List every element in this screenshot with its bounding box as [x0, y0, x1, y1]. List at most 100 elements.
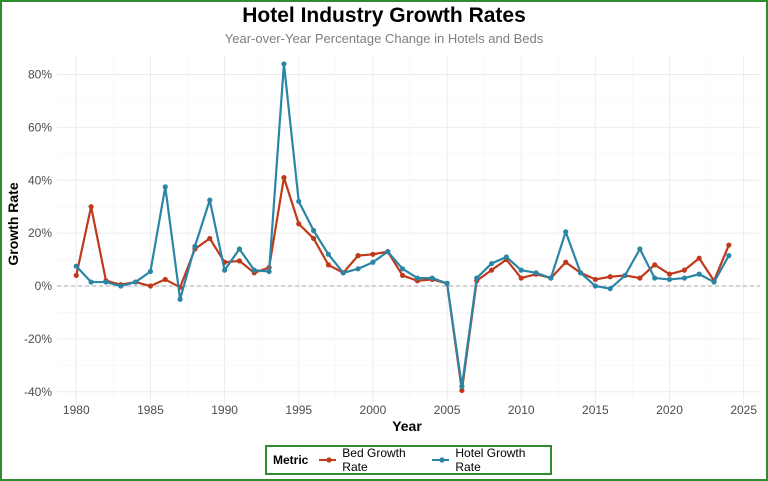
data-point-hotel — [281, 61, 287, 67]
data-point-hotel — [177, 296, 183, 302]
data-point-hotel — [696, 271, 702, 277]
data-point-hotel — [414, 275, 420, 281]
data-point-bed — [162, 276, 168, 283]
legend-key-bed — [319, 457, 337, 463]
data-point-hotel — [503, 254, 509, 260]
data-point-hotel — [533, 270, 539, 276]
data-point-hotel — [192, 243, 198, 249]
data-point-bed — [666, 271, 673, 277]
x-tick-label: 2025 — [730, 403, 757, 417]
data-point-hotel — [429, 275, 435, 281]
x-tick-label: 2010 — [508, 403, 535, 417]
data-point-hotel — [103, 279, 109, 285]
x-tick-label: 1980 — [63, 403, 90, 417]
y-tick-label: -20% — [24, 332, 52, 346]
y-tick-label: 80% — [28, 68, 52, 82]
data-point-bed — [88, 204, 94, 210]
data-point-hotel — [622, 272, 628, 279]
data-point-hotel — [251, 267, 257, 273]
data-point-hotel — [207, 197, 213, 203]
legend: Metric Bed Growth Rate Hotel Growth Rate — [265, 445, 552, 475]
y-tick-label: 20% — [28, 226, 52, 240]
x-tick-label: 2020 — [656, 403, 683, 417]
legend-label-bed: Bed Growth Rate — [342, 446, 406, 474]
data-point-bed — [459, 387, 465, 394]
data-point-hotel — [147, 268, 154, 275]
data-point-bed — [296, 221, 302, 227]
chart-subtitle: Year-over-Year Percentage Change in Hote… — [224, 31, 544, 46]
data-point-bed — [726, 242, 732, 248]
data-point-hotel — [118, 283, 124, 289]
legend-key-hotel — [432, 457, 450, 463]
data-point-bed — [518, 275, 524, 281]
x-tick-label: 1985 — [137, 403, 164, 417]
data-point-hotel — [385, 249, 391, 255]
data-point-bed — [207, 235, 213, 242]
data-point-bed — [355, 253, 361, 259]
legend-item-bed: Bed Growth Rate — [318, 446, 417, 474]
data-point-hotel — [399, 266, 406, 272]
data-point-bed — [637, 275, 643, 281]
data-point-bed — [681, 267, 687, 273]
data-point-hotel — [666, 276, 673, 283]
data-point-bed — [696, 255, 702, 261]
data-point-bed — [147, 283, 154, 289]
data-point-bed — [607, 274, 613, 280]
data-point-hotel — [652, 275, 658, 281]
x-tick-label: 2015 — [582, 403, 609, 417]
legend-title: Metric — [273, 453, 309, 467]
data-point-bed — [310, 235, 317, 242]
x-tick-label: 1990 — [211, 403, 238, 417]
data-point-bed — [399, 272, 406, 279]
data-point-hotel — [726, 253, 732, 259]
series-line-bed — [75, 176, 730, 392]
data-point-hotel — [459, 383, 465, 390]
data-point-hotel — [296, 198, 302, 205]
data-point-hotel — [133, 279, 139, 285]
data-point-hotel — [162, 184, 168, 190]
y-tick-labels: -40% -20% 0% 20% 40% 60% 80% — [24, 68, 52, 399]
data-point-bed — [281, 175, 287, 181]
data-point-hotel — [488, 260, 495, 267]
data-point-hotel — [518, 267, 524, 273]
x-tick-label: 2005 — [434, 403, 461, 417]
data-point-hotel — [548, 275, 554, 281]
data-point-hotel — [221, 267, 228, 273]
data-point-hotel — [88, 279, 94, 285]
data-point-hotel — [711, 279, 717, 285]
data-point-bed — [563, 259, 569, 265]
data-point-hotel — [563, 229, 569, 235]
legend-item-hotel: Hotel Growth Rate — [431, 446, 536, 474]
data-point-hotel — [681, 275, 687, 281]
x-axis-label: Year — [392, 418, 422, 434]
data-point-hotel — [444, 280, 450, 286]
chart-title: Hotel Industry Growth Rates — [242, 4, 526, 27]
grid-lines — [57, 56, 760, 405]
data-point-hotel — [637, 246, 643, 252]
y-tick-label: 60% — [28, 120, 52, 134]
legend-label-hotel: Hotel Growth Rate — [455, 446, 526, 474]
series-layer — [73, 61, 732, 394]
data-point-hotel — [236, 246, 243, 252]
data-point-hotel — [310, 227, 317, 234]
data-point-hotel — [370, 259, 376, 265]
data-point-hotel — [73, 263, 79, 269]
data-point-bed — [488, 267, 495, 273]
y-tick-label: 40% — [28, 173, 52, 187]
series-line-hotel — [75, 62, 730, 388]
data-point-bed — [370, 251, 376, 257]
y-tick-label: 0% — [35, 279, 53, 293]
data-point-hotel — [592, 283, 598, 289]
data-point-hotel — [577, 270, 584, 276]
data-point-hotel — [355, 266, 361, 272]
data-point-bed — [236, 258, 243, 264]
y-axis-label: Growth Rate — [5, 182, 21, 265]
data-point-hotel — [607, 286, 613, 292]
data-point-hotel — [325, 251, 332, 257]
data-point-bed — [73, 272, 79, 279]
x-tick-label: 1995 — [285, 403, 312, 417]
data-point-hotel — [340, 270, 346, 276]
data-point-bed — [325, 262, 332, 268]
